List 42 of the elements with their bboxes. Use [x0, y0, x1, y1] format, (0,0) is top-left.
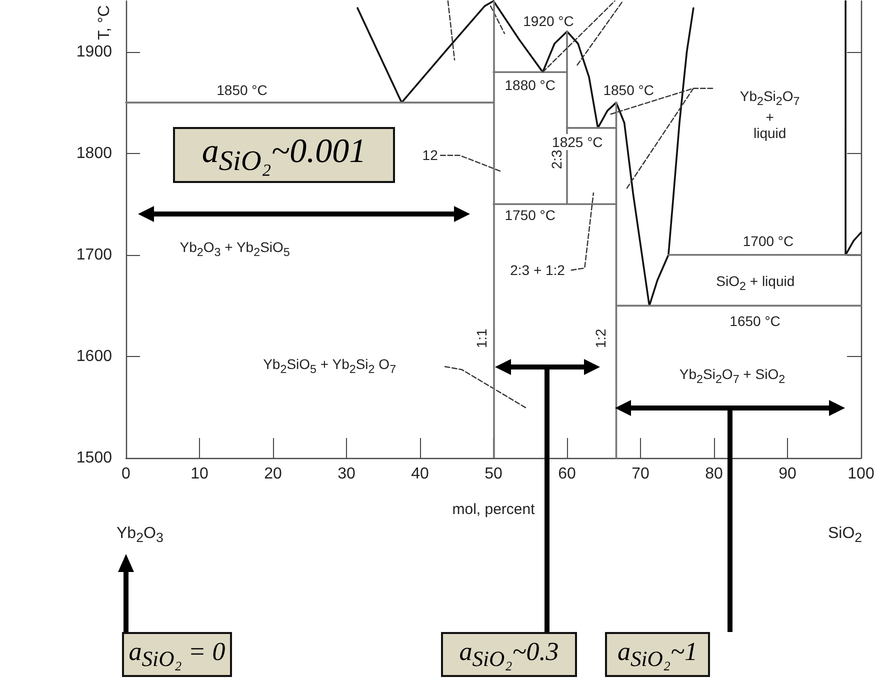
- annotation: 1700 °C: [742, 233, 794, 250]
- annotation: 2:3: [548, 150, 566, 170]
- annotation: 1920 °C: [523, 12, 574, 30]
- x-tick-label: 50: [484, 466, 502, 482]
- x-tick-label: 0: [122, 466, 131, 482]
- annotation: a$_{SiO₂}$~0.001: [202, 132, 366, 176]
- annotation: SiO$_{2}$ + liquid: [716, 272, 795, 294]
- annotation: 1850 °C: [216, 82, 268, 99]
- text: SiO$_{2}$: [828, 524, 862, 546]
- x-axis-title: mol, percent: [452, 501, 536, 518]
- x-tick-label: 80: [705, 466, 723, 482]
- annotation: 1650 °C: [730, 313, 780, 330]
- y-tick-label: 1500: [76, 450, 112, 466]
- y-tick-label: 1700: [76, 246, 112, 264]
- annotation: Yb$_{2}$Si$_{2}$O$_{7}$ + SiO$_{2}$: [679, 366, 786, 388]
- annotation: 1:1: [474, 328, 490, 348]
- x-tick-label: 60: [558, 466, 576, 482]
- y-tick-label: 1900: [76, 43, 112, 60]
- text: a$_{SiO₂}$~0.3: [459, 636, 559, 672]
- annotation: 12: [422, 146, 438, 164]
- text: Yb$_{2}$O$_{3}$: [116, 524, 164, 546]
- text: a$_{SiO₂}$~1: [617, 636, 698, 672]
- y-tick-label: 1800: [76, 144, 112, 162]
- x-tick-label: 20: [264, 466, 282, 482]
- x-tick-label: 10: [190, 466, 208, 482]
- annotation: 1:2: [592, 328, 610, 348]
- annotation: Yb$_{2}$O$_{3}$ + Yb$_{2}$SiO$_{5}$: [180, 239, 290, 260]
- x-tick-label: 90: [778, 466, 796, 482]
- x-tick-label: 100: [848, 466, 874, 482]
- text: a$_{SiO₂}$ = 0: [128, 636, 226, 672]
- text: Yb$_{2}$Si$_{2}$O$_{7}$ + liquid: [740, 88, 800, 142]
- annotation: 2:3 + 1:2: [510, 262, 565, 278]
- annotation: 1850 °C: [603, 82, 654, 99]
- annotation: 1750 °C: [504, 206, 556, 224]
- text: Yb$_{2}$SiO$_{5}$ + Yb$_{2}$Si$_{2}$ O$_{7}$: [263, 356, 396, 376]
- y-axis-title: T, °C: [94, 4, 114, 40]
- annotation: 1880 °C: [504, 76, 556, 94]
- y-tick-label: 1600: [76, 348, 112, 365]
- x-tick-label: 70: [632, 466, 650, 482]
- x-tick-label: 30: [338, 466, 356, 482]
- annotation: 1825 °C: [551, 134, 604, 150]
- x-tick-label: 40: [411, 466, 429, 482]
